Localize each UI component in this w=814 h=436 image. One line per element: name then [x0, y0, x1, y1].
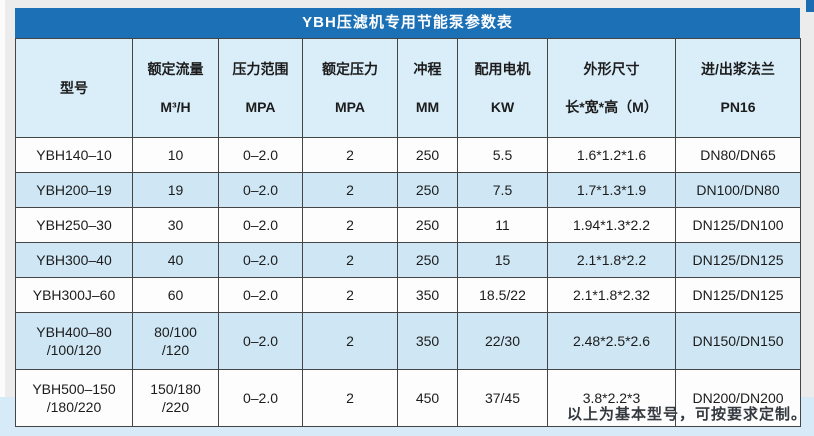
col-header-stroke-label: 冲程	[413, 60, 442, 77]
cell-pressure-range: 0–2.0	[218, 242, 303, 279]
col-header-rated-pressure-unit: MPA	[334, 98, 366, 115]
cell-dimensions: 2.1*1.8*2.2	[547, 242, 676, 279]
col-header-model-label: 型号	[60, 79, 88, 96]
col-header-motor: 配用电机 KW	[457, 37, 548, 139]
spec-table: 型号 额定流量 M³/H 压力范围 MPA 额定压力 MPA 冲程 MM	[15, 37, 801, 428]
col-header-pressure-range: 压力范围 MPA	[218, 37, 303, 139]
cell-rated-pressure: 2	[302, 277, 398, 314]
cell-dimensions: 2.48*2.5*2.6	[547, 312, 676, 371]
cell-flange: DN80/DN65	[675, 137, 801, 174]
cell-rated-pressure: 2	[302, 207, 398, 244]
col-header-flow-unit: M³/H	[160, 98, 191, 115]
cell-model: YBH400–80 /100/120	[15, 312, 133, 371]
cell-dimensions: 2.1*1.8*2.32	[547, 277, 676, 314]
cell-flow: 80/100 /120	[132, 312, 219, 371]
cell-dimensions: 3.8*2.2*3	[547, 369, 676, 428]
cell-motor: 37/45	[457, 369, 548, 428]
table-row: YBH250–30 30 0–2.0 2 250 11 1.94*1.3*2.2…	[15, 207, 801, 244]
col-header-flange: 进/出浆法兰 PN16	[675, 37, 801, 139]
cell-model: YBH300J–60	[15, 277, 133, 314]
col-header-motor-label: 配用电机	[474, 60, 531, 77]
cell-flow: 40	[132, 242, 219, 279]
cell-flow: 10	[132, 137, 219, 174]
cell-model: YBH200–19	[15, 172, 133, 209]
cell-flange: DN150/DN150	[675, 312, 801, 371]
cell-flange: DN125/DN125	[675, 242, 801, 279]
cell-motor: 18.5/22	[457, 277, 548, 314]
corner-accent-mark	[806, 0, 814, 12]
cell-flange: DN125/DN100	[675, 207, 801, 244]
cell-stroke: 250	[397, 172, 458, 209]
cell-model: YBH140–10	[15, 137, 133, 174]
cell-flange: DN100/DN80	[675, 172, 801, 209]
col-header-rated-pressure-label: 额定压力	[322, 60, 378, 77]
col-header-stroke: 冲程 MM	[397, 37, 458, 139]
col-header-flange-unit: PN16	[720, 98, 756, 115]
cell-rated-pressure: 2	[302, 369, 398, 428]
cell-rated-pressure: 2	[302, 137, 398, 174]
cell-model: YBH250–30	[15, 207, 133, 244]
col-header-pressure-range-unit: MPA	[245, 98, 276, 115]
col-header-pressure-range-label: 压力范围	[232, 60, 289, 77]
spec-table-container: YBH压滤机专用节能泵参数表 型号 额定流量 M³/H 压力范围 MPA 额	[15, 8, 801, 428]
cell-pressure-range: 0–2.0	[218, 207, 303, 244]
col-header-flow: 额定流量 M³/H	[132, 37, 219, 139]
cell-dimensions: 1.7*1.3*1.9	[547, 172, 676, 209]
col-header-dimensions-label: 外形尺寸	[583, 60, 640, 77]
cell-rated-pressure: 2	[302, 242, 398, 279]
cell-dimensions: 1.6*1.2*1.6	[547, 137, 676, 174]
cell-model: YBH300–40	[15, 242, 133, 279]
cell-stroke: 350	[397, 312, 458, 371]
cell-pressure-range: 0–2.0	[218, 172, 303, 209]
cell-motor: 7.5	[457, 172, 548, 209]
cell-pressure-range: 0–2.0	[218, 137, 303, 174]
table-row: YBH140–10 10 0–2.0 2 250 5.5 1.6*1.2*1.6…	[15, 137, 801, 174]
page-left-edge	[0, 0, 5, 397]
col-header-flange-label: 进/出浆法兰	[701, 60, 775, 77]
col-header-rated-pressure: 额定压力 MPA	[302, 37, 398, 139]
cell-rated-pressure: 2	[302, 172, 398, 209]
table-row: YBH300J–60 60 0–2.0 2 350 18.5/22 2.1*1.…	[15, 277, 801, 314]
col-header-dimensions: 外形尺寸 长*宽*高（M）	[547, 37, 676, 139]
cell-dimensions: 1.94*1.3*2.2	[547, 207, 676, 244]
cell-rated-pressure: 2	[302, 312, 398, 371]
cell-stroke: 250	[397, 207, 458, 244]
cell-stroke: 250	[397, 242, 458, 279]
cell-motor: 22/30	[457, 312, 548, 371]
cell-motor: 5.5	[457, 137, 548, 174]
cell-pressure-range: 0–2.0	[218, 312, 303, 371]
col-header-motor-unit: KW	[490, 98, 515, 115]
cell-motor: 11	[457, 207, 548, 244]
cell-stroke: 350	[397, 277, 458, 314]
col-header-dimensions-unit: 长*宽*高（M）	[565, 98, 658, 115]
cell-stroke: 250	[397, 137, 458, 174]
cell-motor: 15	[457, 242, 548, 279]
header-row: 型号 额定流量 M³/H 压力范围 MPA 额定压力 MPA 冲程 MM	[15, 37, 801, 139]
cell-flow: 30	[132, 207, 219, 244]
col-header-stroke-unit: MM	[415, 98, 440, 115]
cell-model: YBH500–150 /180/220	[15, 369, 133, 428]
cell-flange: DN200/DN200	[675, 369, 801, 428]
cell-pressure-range: 0–2.0	[218, 277, 303, 314]
cell-flow: 19	[132, 172, 219, 209]
table-row: YBH400–80 /100/120 80/100 /120 0–2.0 2 3…	[15, 312, 801, 371]
cell-pressure-range: 0–2.0	[218, 369, 303, 428]
table-row: YBH500–150 /180/220 150/180 /220 0–2.0 2…	[15, 369, 801, 428]
cell-stroke: 450	[397, 369, 458, 428]
table-row: YBH300–40 40 0–2.0 2 250 15 2.1*1.8*2.2 …	[15, 242, 801, 279]
cell-flow: 60	[132, 277, 219, 314]
cell-flange: DN125/DN125	[675, 277, 801, 314]
col-header-model: 型号	[15, 37, 133, 139]
footer-note: 以上为基本型号，可按要求定制。	[566, 406, 807, 423]
table-title: YBH压滤机专用节能泵参数表	[15, 8, 800, 38]
col-header-flow-label: 额定流量	[147, 60, 204, 77]
table-row: YBH200–19 19 0–2.0 2 250 7.5 1.7*1.3*1.9…	[15, 172, 801, 209]
cell-flow: 150/180 /220	[132, 369, 219, 428]
